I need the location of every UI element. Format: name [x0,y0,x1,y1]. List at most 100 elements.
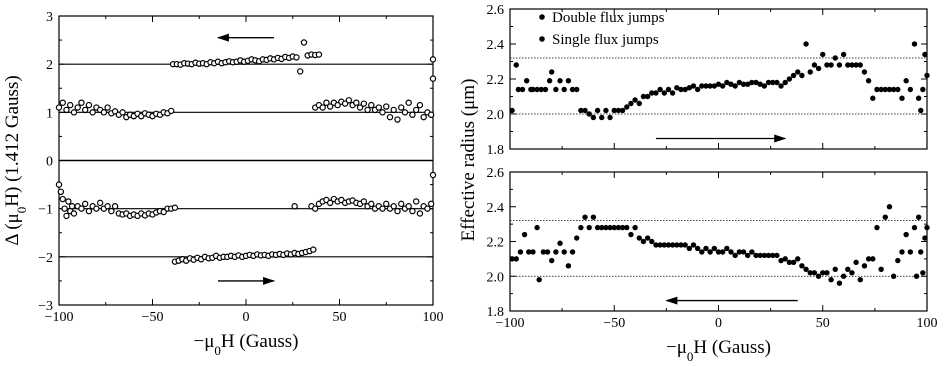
data-point [878,86,884,93]
data-point [807,69,813,75]
data-point [719,249,726,255]
data-point [530,249,536,255]
data-point [167,107,175,115]
data-point [815,65,822,72]
y-tick-label: 2.6 [487,166,505,181]
data-point [790,72,797,79]
data-point [699,249,705,255]
data-point [907,86,914,93]
data-point [534,224,540,231]
data-point [828,277,834,283]
y-tick-label: 2.6 [487,3,505,18]
data-point [678,242,684,248]
data-point [536,277,542,283]
data-point [509,107,515,114]
data-point [590,214,597,220]
data-point [924,224,930,231]
data-point [853,62,859,68]
data-point [653,90,659,96]
data-point [657,242,663,248]
data-point [857,62,863,68]
data-point [409,207,416,215]
data-point [644,235,651,241]
data-point [74,104,81,111]
data-point [782,256,788,262]
data-point [356,104,364,111]
data-point [922,235,928,241]
data-point [824,270,830,276]
data-point [765,252,772,259]
data-point [569,249,576,255]
data-point [678,86,684,93]
data-point [899,249,905,255]
data-point [553,86,559,93]
data-point [865,256,872,262]
data-point [736,79,743,86]
data-point [624,104,630,110]
data-point [574,235,580,241]
x-tick-label: −100 [496,316,525,331]
data-point [334,101,341,109]
data-point [412,198,420,205]
right-top-panel-radius-plot: 1.8 2.0 2.2 2.4 2.6 Double flux jumps Single f… [458,3,930,241]
data-point [416,210,424,217]
data-point [674,85,680,91]
data-point [811,270,818,276]
data-point [619,224,626,231]
data-point [509,256,515,262]
data-point [715,249,722,255]
data-point [315,51,323,58]
data-point [853,259,859,266]
data-point [607,114,613,121]
data-point [820,51,826,58]
data-point [85,207,93,215]
y-tick-label: 2.2 [487,73,505,88]
data-point [578,107,584,114]
data-point [732,83,738,89]
data-point [310,246,317,253]
data-point [424,205,431,212]
data-point [628,100,634,107]
data-point [553,249,559,255]
data-point [81,106,89,114]
data-point [886,86,893,93]
data-point [67,101,74,109]
data-point [578,224,584,231]
data-point [383,200,390,208]
data-point [840,273,847,279]
data-point [68,203,76,210]
data-point [70,210,78,217]
data-point [160,208,167,216]
data-point [644,93,651,100]
right-bottom-panel-radius-plot: −100 −50 0 50 100 1.8 2.0 2.2 2.4 2.6 −μ0H (Gauss) [487,166,938,364]
data-point [119,109,126,116]
data-point [703,83,709,89]
data-point [878,266,884,272]
data-point [832,55,838,61]
data-point [799,72,805,79]
data-point [386,113,394,121]
data-point [561,86,567,93]
data-point [603,224,609,231]
data-point [364,106,371,114]
left-panel-delta-plot: −100 −50 0 50 100 −3 −2 −1 0 1 2 3 −μ0H (Gauss) Δ (μ0… [2,10,444,358]
data-point [523,78,530,84]
data-point [744,81,751,87]
data-point [368,200,375,208]
data-point [913,273,920,279]
data-point [728,249,734,255]
data-point [323,99,330,106]
data-point [611,224,617,231]
data-point [427,200,435,208]
data-point [65,198,72,205]
data-point [390,106,397,114]
data-point [669,242,676,248]
data-point [770,79,776,86]
data-point [911,41,918,47]
data-point [765,79,772,86]
data-point [368,101,375,109]
data-point [895,86,901,93]
data-point [836,62,843,68]
y-tick-label: 2.0 [487,270,505,285]
data-point [915,95,922,101]
